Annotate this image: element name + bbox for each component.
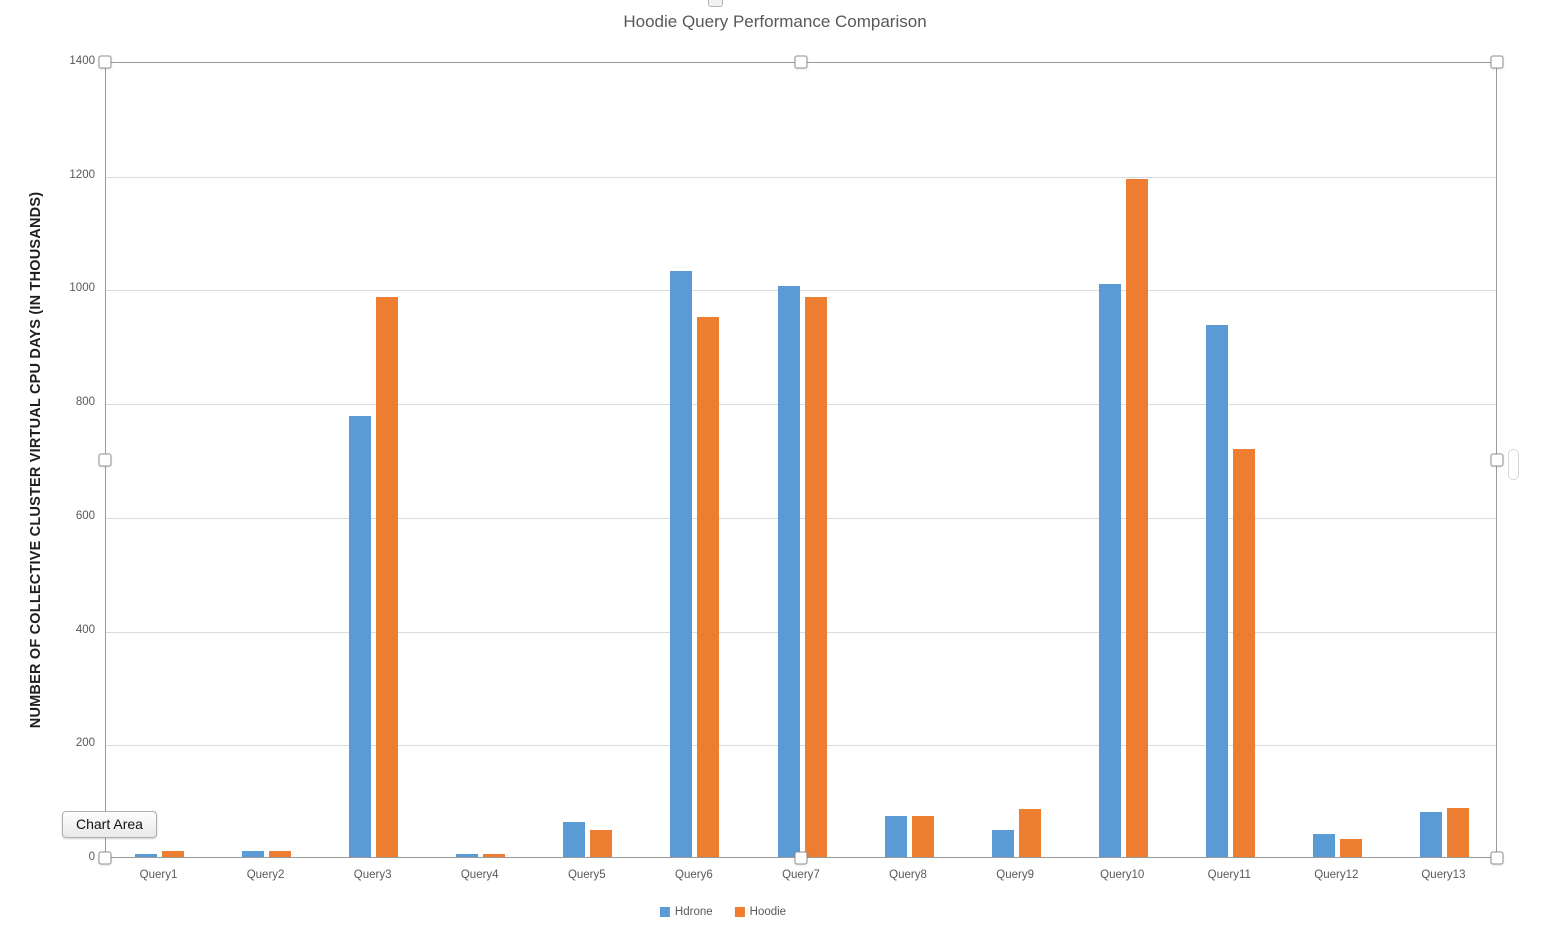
clipped-selection-handle-top-icon[interactable] <box>708 0 723 7</box>
bar-hdrone-query4[interactable] <box>456 854 479 857</box>
bar-hdrone-query8[interactable] <box>884 816 907 857</box>
bar-hoodie-query13[interactable] <box>1446 807 1469 857</box>
bar-hoodie-query6[interactable] <box>697 316 720 857</box>
legend-swatch-hoodie-icon <box>734 907 745 917</box>
bar-hoodie-query10[interactable] <box>1125 178 1148 857</box>
legend-item-hdrone[interactable]: Hdrone <box>659 906 713 918</box>
gridline-200 <box>106 745 1496 747</box>
selection-handle-top-right[interactable] <box>1490 55 1504 69</box>
x-tick-label-query12: Query12 <box>1314 869 1359 881</box>
legend-swatch-hdrone-icon <box>659 907 670 917</box>
bar-hdrone-query12[interactable] <box>1312 834 1335 857</box>
bar-hdrone-query1[interactable] <box>135 854 158 857</box>
selection-handle-top-left[interactable] <box>98 55 112 69</box>
bar-hdrone-query13[interactable] <box>1419 812 1442 857</box>
chart-title[interactable]: Hoodie Query Performance Comparison <box>623 12 927 31</box>
bar-hdrone-query3[interactable] <box>349 416 372 857</box>
selection-handle-middle-left[interactable] <box>98 453 112 467</box>
gridline-400 <box>106 631 1496 633</box>
x-tick-label-query2: Query2 <box>246 869 285 881</box>
bar-hoodie-query8[interactable] <box>911 816 934 857</box>
bar-hoodie-query9[interactable] <box>1018 808 1041 857</box>
x-tick-label-query7: Query7 <box>782 869 820 881</box>
bar-hdrone-query2[interactable] <box>242 851 265 857</box>
gridline-1200 <box>106 176 1496 178</box>
x-tick-label-query1: Query1 <box>139 869 178 881</box>
bar-hoodie-query2[interactable] <box>269 851 292 857</box>
selection-handle-top-center[interactable] <box>794 55 808 69</box>
legend-label-hdrone: Hdrone <box>674 906 713 918</box>
y-tick-label-200: 200 <box>75 737 95 750</box>
x-tick-label-query11: Query11 <box>1207 869 1251 881</box>
clipped-edge-fragment-icon <box>1508 449 1519 480</box>
y-tick-label-1000: 1000 <box>69 282 95 295</box>
y-tick-label-1400: 1400 <box>69 55 95 67</box>
selection-handle-middle-right[interactable] <box>1490 453 1504 467</box>
bar-hoodie-query5[interactable] <box>590 829 613 857</box>
x-tick-label-query6: Query6 <box>675 869 713 881</box>
bar-hdrone-query9[interactable] <box>991 830 1014 857</box>
bar-hoodie-query7[interactable] <box>804 296 827 857</box>
y-tick-label-400: 400 <box>75 623 95 636</box>
y-tick-label-800: 800 <box>75 396 95 409</box>
plot-area[interactable] <box>105 62 1497 858</box>
bar-hdrone-query10[interactable] <box>1098 283 1121 857</box>
bar-hoodie-query12[interactable] <box>1339 838 1362 857</box>
x-tick-label-query3: Query3 <box>353 869 392 881</box>
bar-hdrone-query5[interactable] <box>563 822 586 857</box>
bar-hoodie-query11[interactable] <box>1232 448 1255 857</box>
bar-hdrone-query6[interactable] <box>670 271 693 857</box>
chart-area-tooltip: Chart Area <box>62 811 157 838</box>
gridline-1000 <box>106 290 1496 292</box>
gridline-800 <box>106 404 1496 406</box>
y-axis-title[interactable]: NUMBER OF COLLECTIVE CLUSTER VIRTUAL CPU… <box>28 191 44 729</box>
selection-handle-bottom-right[interactable] <box>1490 851 1504 865</box>
x-tick-label-query10: Query10 <box>1100 869 1145 881</box>
bar-hoodie-query4[interactable] <box>483 854 506 857</box>
gridline-600 <box>106 517 1496 519</box>
selection-handle-bottom-left[interactable] <box>98 851 112 865</box>
legend-item-hoodie[interactable]: Hoodie <box>734 906 787 918</box>
x-tick-label-query5: Query5 <box>567 869 606 881</box>
x-tick-label-query9: Query9 <box>996 869 1034 881</box>
x-tick-label-query8: Query8 <box>889 869 927 881</box>
y-tick-label-1200: 1200 <box>69 168 95 181</box>
y-tick-label-0: 0 <box>88 851 95 863</box>
legend-label-hoodie: Hoodie <box>749 906 787 918</box>
chart-legend: Hdrone Hoodie <box>659 906 787 918</box>
bar-hdrone-query11[interactable] <box>1205 325 1228 857</box>
bar-hoodie-query3[interactable] <box>376 296 399 857</box>
x-tick-label-query4: Query4 <box>460 869 499 881</box>
bar-hoodie-query1[interactable] <box>162 851 185 857</box>
x-tick-label-query13: Query13 <box>1421 869 1466 881</box>
y-tick-label-600: 600 <box>75 509 95 522</box>
bar-hdrone-query7[interactable] <box>777 285 800 857</box>
selection-handle-bottom-center[interactable] <box>794 851 808 865</box>
